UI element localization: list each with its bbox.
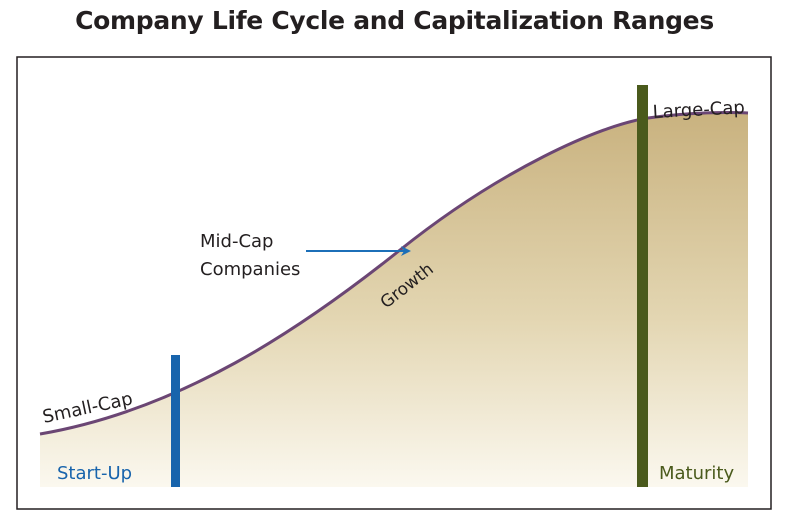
large-cap-label: Large-Cap [652,97,745,123]
diagram-title: Company Life Cycle and Capitalization Ra… [75,6,714,35]
maturity-label: Maturity [659,463,734,484]
mid-cap-callout-line1: Mid-Cap [200,231,273,252]
maturity-marker [637,85,648,487]
life-cycle-area [40,112,748,487]
mid-cap-callout-line2: Companies [200,259,300,280]
start-up-label: Start-Up [57,463,132,484]
start-up-marker [171,355,180,487]
life-cycle-curve [39,111,749,436]
